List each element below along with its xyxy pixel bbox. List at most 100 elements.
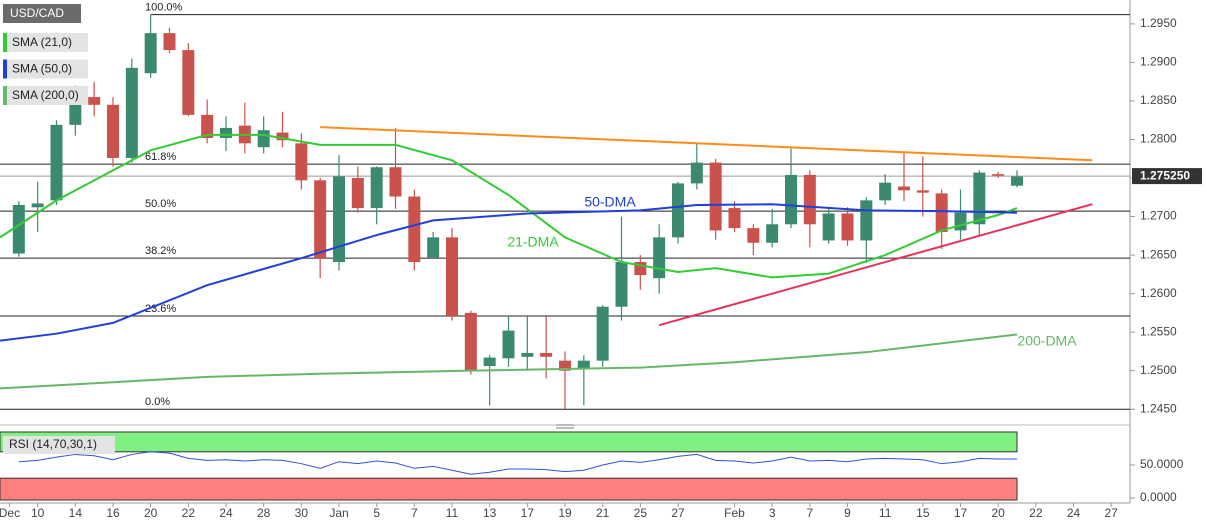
x-tick-label: 27 [1104,506,1118,520]
candle-body [314,180,327,259]
y-tick-label: 1.2500 [1140,363,1177,377]
candle-body [182,50,195,115]
rsi-overbought-band [0,431,1018,453]
y-tick-label: 1.2800 [1140,132,1177,146]
y-tick-label: 1.2450 [1140,401,1177,415]
candle-body [12,204,25,254]
x-tick-label: 27 [671,506,685,520]
x-tick-label: 24 [219,506,233,520]
x-tick-label: 20 [991,506,1005,520]
x-tick-label: 21 [596,506,610,520]
x-tick-label: 22 [182,506,196,520]
legend-swatch [3,33,7,52]
legend: USD/CAD [3,4,81,23]
fib-label: 0.0% [145,396,170,408]
candle-body [803,174,816,225]
line-annotation: 200-DMA [1017,333,1077,349]
y-tick-label: 1.2850 [1140,93,1177,107]
x-tick-label: 19 [558,506,572,520]
candle-body [370,167,383,209]
candle-body [163,33,176,51]
candle-body [502,330,515,359]
line-annotation: 50-DMA [584,194,636,210]
candle-body [446,237,458,316]
line-annotation: 21-DMA [507,234,559,250]
x-tick-label: 28 [257,506,271,520]
x-tick-label: 30 [295,506,309,520]
rsi-label: RSI (14,70,30,1) [9,437,97,451]
fib-label: 50.0% [145,198,176,210]
candle-body [653,237,666,279]
legend-swatch [3,59,7,79]
x-tick-label: 20 [144,506,158,520]
candle-body [709,162,722,231]
legend-label: SMA (200,0) [12,88,79,102]
trendline [658,203,1093,327]
candle-body [898,186,910,191]
rsi-label-box [3,436,115,454]
candle-body [276,132,289,141]
candle-body [408,196,421,263]
candle-body [351,178,364,209]
candle-body [559,360,571,371]
legend-label: SMA (21,0) [12,35,72,49]
x-tick-label: 25 [634,506,648,520]
candle-body [220,127,232,138]
y-tick-label: 1.2950 [1140,16,1177,30]
y-tick-label: 1.2700 [1140,209,1177,223]
x-tick-label: Dec [0,506,20,520]
candle-body [88,97,101,105]
candle-body [728,208,741,229]
candle-body [577,360,590,369]
sma-line [0,203,1018,342]
x-tick-label: 7 [806,506,813,520]
candle-body [916,190,929,193]
candle-body [333,176,345,263]
legend-box [3,86,88,105]
candle-body [521,352,534,357]
legend-label: SMA (50,0) [12,62,72,76]
rsi-y-tick-label: 0.0000 [1140,490,1177,504]
candle-body [427,237,440,258]
chart-title: USD/CAD [10,6,64,20]
x-tick-label: 16 [106,506,120,520]
candle-body [201,114,214,138]
candle-body [144,33,157,74]
x-tick-label: 5 [373,506,380,520]
x-tick-label: 3 [769,506,776,520]
y-tick-label: 1.2900 [1140,55,1177,69]
legend-swatch [3,86,7,105]
x-tick-label: 7 [411,506,418,520]
candle-body [295,143,308,181]
x-tick-label: Jan [329,506,348,520]
candle-body [841,213,854,241]
legend-box [3,59,88,79]
candle-body [615,262,628,307]
x-tick-label: 11 [446,506,459,520]
x-tick-label: 17 [954,506,968,520]
x-tick-label: 17 [521,506,535,520]
candle-body [973,172,986,225]
rsi-oversold-band [0,477,1018,501]
candle-body [747,228,760,243]
y-tick-label: 1.2600 [1140,286,1177,300]
candle-body [257,130,270,148]
sma-line [0,133,1018,279]
sma-line [0,333,1018,390]
legend-box [3,33,88,52]
resize-handle[interactable] [556,424,574,429]
candle-body [954,212,967,231]
candle-body [125,67,138,158]
x-tick-label: 11 [879,506,892,520]
candle-body [879,182,892,201]
last-price-label: 1.275250 [1140,168,1190,182]
candle-body [1011,176,1023,186]
candle-body [50,124,63,201]
x-tick-label: 9 [844,506,851,520]
candle-body [31,203,44,208]
rsi-y-tick-label: 50.0000 [1140,457,1184,471]
x-tick-label: Feb [724,506,745,520]
candle-body [389,167,402,197]
candle-body [785,174,797,225]
